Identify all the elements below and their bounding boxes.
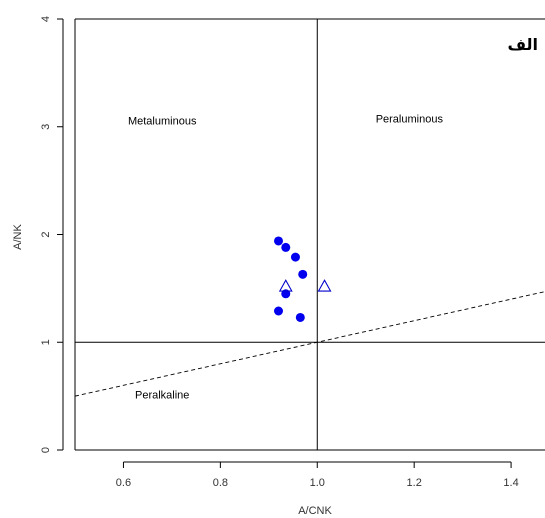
data-point-circle	[274, 236, 284, 246]
region-label: Metaluminous	[128, 116, 197, 128]
data-point-circle	[298, 269, 308, 279]
data-point-circle	[290, 252, 300, 262]
region-labels: Metaluminous Peraluminous Peralkaline	[128, 113, 443, 401]
reference-line-dashed	[74, 291, 545, 397]
x-tick-label: 0.8	[213, 477, 228, 489]
reference-lines	[74, 19, 545, 450]
data-point-triangle	[317, 279, 332, 292]
data-point-triangle	[278, 279, 293, 292]
y-tick-label: 2	[40, 231, 52, 237]
region-label: Peraluminous	[376, 113, 444, 125]
y-tick-label: 1	[40, 339, 52, 345]
y-axis-title: A/NK	[12, 224, 24, 250]
data-point-circle	[281, 242, 291, 252]
y-tick-label: 4	[40, 16, 52, 22]
panel-label: الف	[507, 35, 538, 54]
x-axis-title: A/CNK	[298, 505, 332, 517]
axes: 0.6 0.8 1.0 1.2 1.4 0 1 2 3 4	[40, 16, 545, 489]
data-point-circle	[274, 306, 284, 316]
data-point-circle	[295, 312, 305, 322]
region-label: Peralkaline	[135, 389, 189, 401]
x-tick-label: 1.2	[407, 477, 422, 489]
data-points	[274, 236, 332, 322]
y-tick-label: 0	[40, 447, 52, 453]
x-tick-label: 0.6	[116, 477, 131, 489]
x-tick-label: 1.0	[310, 477, 325, 489]
y-tick-label: 3	[40, 124, 52, 130]
x-tick-label: 1.4	[503, 477, 518, 489]
